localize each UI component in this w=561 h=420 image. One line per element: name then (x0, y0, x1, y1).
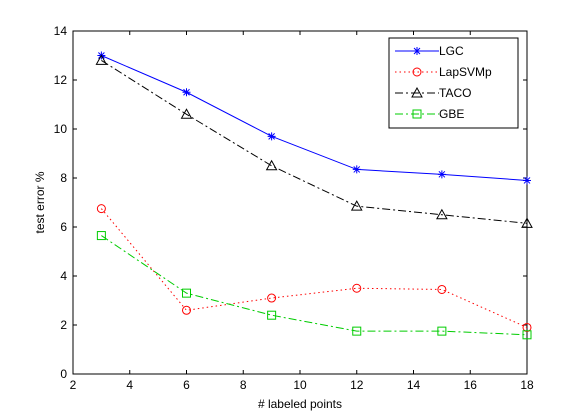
data-point-gbe (352, 326, 362, 336)
x-tick-label: 4 (126, 378, 133, 392)
data-point-lapsvmp (352, 283, 362, 293)
x-tick-label: 12 (350, 378, 364, 392)
data-point-lapsvmp (522, 322, 532, 332)
y-tick-label: 10 (54, 122, 68, 136)
data-point-taco (350, 200, 363, 211)
legend-item-taco: TACO (395, 86, 471, 100)
data-point-lgc (352, 165, 361, 174)
series-lapsvmp (96, 204, 532, 332)
series-line-lgc (101, 55, 528, 181)
data-point-taco (265, 159, 278, 171)
data-point-gbe (522, 330, 532, 340)
data-point-lgc (437, 170, 446, 179)
series-layer (95, 51, 533, 340)
x-tick-label: 2 (70, 378, 77, 392)
y-tick-label: 14 (54, 24, 68, 38)
y-tick-label: 0 (60, 367, 67, 381)
y-tick-label: 12 (54, 73, 68, 87)
legend-marker-taco (411, 86, 423, 98)
legend-marker-lgc (413, 47, 421, 55)
y-tick-label: 2 (60, 318, 67, 332)
x-tick-label: 8 (240, 378, 247, 392)
data-point-lapsvmp (96, 204, 106, 214)
y-tick-label: 6 (60, 220, 67, 234)
x-tick-label: 10 (293, 378, 307, 392)
data-point-lgc (523, 176, 531, 185)
x-tick-label: 16 (464, 378, 478, 392)
data-point-taco (180, 108, 193, 119)
legend-item-lapsvmp: LapSVMp (395, 65, 492, 79)
legend: LGC LapSVMp TACO GBE (388, 37, 519, 129)
legend-label-taco: TACO (439, 86, 471, 100)
data-point-taco (521, 217, 533, 228)
data-point-lgc (267, 132, 276, 141)
data-point-lapsvmp (437, 284, 447, 294)
data-point-lapsvmp (267, 293, 277, 303)
data-point-gbe (437, 326, 447, 336)
legend-label-lgc: LGC (439, 44, 464, 58)
data-point-lapsvmp (182, 305, 191, 315)
legend-item-gbe: GBE (395, 107, 464, 121)
data-point-gbe (267, 310, 277, 320)
data-point-gbe (96, 231, 106, 241)
x-tick-label: 6 (183, 378, 190, 392)
legend-label-gbe: GBE (439, 107, 464, 121)
legend-marker-lapsvmp (412, 67, 422, 77)
series-line-gbe (101, 235, 528, 336)
y-axis-label: test error % (33, 171, 47, 233)
data-point-lgc (182, 88, 191, 97)
y-tick-label: 8 (60, 171, 67, 185)
data-point-gbe (182, 288, 191, 298)
legend-box (388, 37, 519, 129)
legend-label-lapsvmp: LapSVMp (439, 65, 492, 79)
data-point-taco (436, 208, 448, 220)
y-tick-label: 4 (60, 269, 67, 283)
series-taco (95, 54, 533, 228)
legend-item-lgc: LGC (395, 44, 464, 58)
x-axis-label: # labeled points (258, 397, 342, 411)
x-tick-label: 18 (520, 378, 534, 392)
series-line-taco (101, 59, 528, 224)
series-gbe (96, 231, 532, 340)
data-point-taco (95, 54, 108, 65)
x-tick-label: 14 (407, 378, 421, 392)
legend-marker-gbe (412, 109, 422, 119)
series-line-lapsvmp (100, 208, 528, 328)
